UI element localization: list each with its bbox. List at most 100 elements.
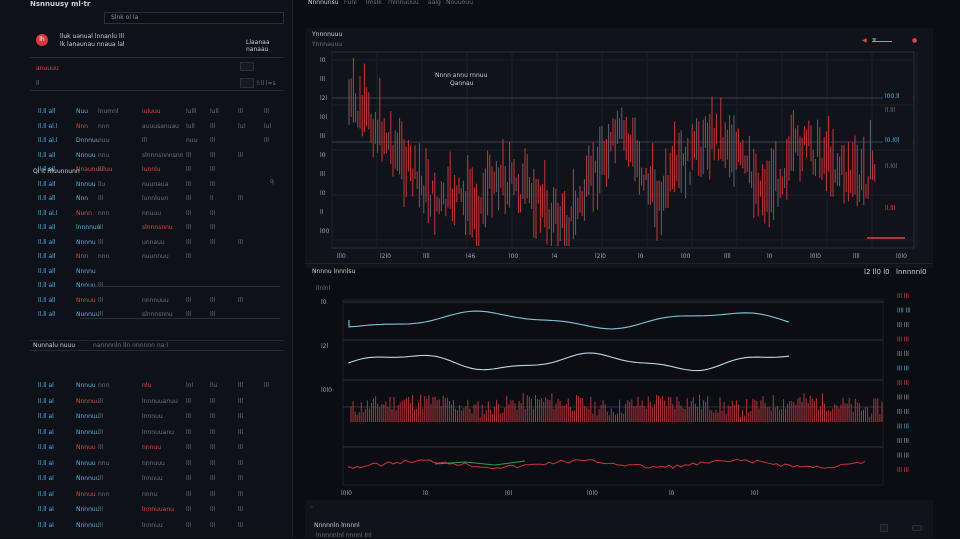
list-cell-d: nlu [142,382,152,389]
grid-view-button[interactable] [240,62,254,71]
level-label: ll.lll [885,205,896,212]
dropdown-icon[interactable]: ▼ [872,37,877,44]
filter-value: ll [36,80,40,87]
x-tick-label: l0 [638,253,644,260]
list-cell-g: lll [238,195,244,202]
list-row[interactable]: ll.ll al Nnnuu nnn nlu lnl llu lll lll [38,382,288,390]
list-cell-f: lll [210,397,216,405]
list-cell-a: ll.ll all [38,108,56,115]
top-tab[interactable]: l·unl [344,0,357,6]
indicator-x-tick: l0 [423,490,429,497]
list-cell-e: lll [186,428,192,436]
list-row[interactable]: ll.ll al Nnnuu nnn nnnu lll lll lll [38,491,288,499]
list-row[interactable]: ll.ll al.l Nunn nnn nnuuu lll lll [38,210,288,218]
bottom-icon[interactable]: ◦ [310,504,314,511]
record-icon[interactable]: ● [912,37,918,44]
price-chart[interactable]: Nnnn annu rnnuuQannaul0llll2ll0lllll0lll… [305,50,933,265]
indicator-right-value: lll lll [897,409,909,416]
list-row[interactable]: ll.ll all Nnnuu lll nnnnuuu lll lll lll [38,297,288,305]
x-tick-label: lll0 [337,253,346,260]
x-tick-label: l00 [681,253,690,260]
list-cell-b: Nnnnuu [76,413,100,420]
list-cell-a: ll.ll all [38,151,56,159]
search-input[interactable]: Slnk ol la [111,14,139,21]
top-tab[interactable]: Nnnnunsu [308,0,339,6]
x-tick-label: llll [853,253,860,260]
top-tab[interactable]: aalg [428,0,441,6]
level-label: ll.l0l [885,163,898,170]
list-cell-e: lnl [186,382,194,389]
x-tick-label: l2l0 [595,253,606,260]
list-row[interactable]: ll.ll al Nnnnuu lll lnnnuu lll lll lll [38,475,288,483]
monitor-icon[interactable] [240,78,254,88]
list-cell-b: Nnnuu [76,382,96,389]
list-cell-e: lll [186,166,192,173]
list-cell-e: lll [186,413,192,420]
list-cell-c: nnn [98,122,110,130]
level-tag [883,205,913,212]
list-row[interactable]: ll.ll all lnnnnuu lll slnnnsnnu lll lll [38,224,288,232]
expand-icon[interactable] [880,524,888,532]
list-cell-d: nuunaua [142,180,169,188]
list-cell-d: lnnnuuanuu [142,397,178,405]
indicator-x-tick: l0l [505,490,512,497]
list-row[interactable]: ll.ll al Nnnnuu lll lnnnuuanu lll lll lll [38,429,288,437]
list-cell-a: ll.ll al [38,506,54,513]
search-input-wrapper[interactable]: Slnk ol la [104,12,284,24]
list-cell-e: lll [186,224,192,231]
list-row[interactable]: ll.ll al Nnnnuu lll lnnnuuanu lll lll lll [38,506,288,514]
top-tab[interactable]: rnlnnuuuu [388,0,419,6]
list-row[interactable]: ll.ll all Nnaunuuluu lll lunnlu lll lll [38,166,288,174]
list-row[interactable]: ll.ll al Nnnnuu lll lnnnuuanuu lll lll lll [38,398,288,406]
list-row[interactable]: ll.ll al Nnnnuu lll lnnnuu lll lll lll [38,413,288,421]
list-cell-f: lll [210,209,216,217]
list-row[interactable]: ll.ll al.l Dnnnuu nuu lll nuu lll lll [38,137,288,145]
level-tag [883,93,913,100]
list-cell-f: lll [210,151,216,159]
list-cell-g: lll [238,459,244,467]
list-row[interactable]: ll.ll all Nnnnu [38,268,288,276]
y-tick-label: ll [320,209,324,216]
list-cell-e: nuu [186,137,198,144]
list-cell-d: lunnluun [142,195,169,202]
list-cell-c: lll [98,282,103,289]
x-tick-label: l2l0 [380,253,391,260]
list-row[interactable]: ll.ll all Nnnuu llu nuunaua lll lll [38,181,288,189]
settings-icon[interactable] [912,525,922,531]
top-tab[interactable]: Nouuouu [446,0,474,6]
list-cell-b: Dnnnuu [76,137,100,144]
list-cell-f: lll [210,238,216,246]
list-row[interactable]: ll.ll all Nnn nnn nuunnuu lll [38,253,288,261]
list-row[interactable]: ll.ll all Nuu lnumnl iuluuu lulll lull lll lll [38,108,288,116]
oscillator-line-2 [348,352,790,372]
list-row[interactable]: ll.ll al Nnnuu nnu nnnuuu lll lll lll [38,460,288,468]
list-cell-f: lll [210,180,216,188]
brand-logo-icon: lh [36,34,48,46]
list-row[interactable]: ll.ll all Nnn lll lunnluun lll ll lll [38,195,288,203]
list-cell-c: nuu [98,137,110,144]
section2-right: nannnnln lln nnnnnn na:l [93,342,169,349]
list-row[interactable]: ll.ll all Nunnuu lll slnnnsnnu lll lll [38,311,288,319]
section1-more[interactable]: q [270,178,274,185]
list-row[interactable]: ll.ll al Nnnuu lll nnnuu lll lll lll [38,444,288,452]
slider-track-2[interactable] [80,318,280,319]
list-cell-a: ll.ll all [38,296,56,304]
list-row[interactable]: ll.ll all Nnnnu lll unnauu lll lll lll [38,239,288,247]
list-row[interactable]: ll.ll all Nnnuu nnu slnnnsnnnsnn lll lll lll [38,152,288,160]
list-cell-e: lll [186,521,192,529]
list-cell-d: lunnlu [142,166,161,173]
list-cell-e: lll [186,490,192,498]
bottom-header: Nnnnnln lnnnnl [314,522,360,529]
top-tab[interactable]: lmslk [366,0,382,6]
list-row[interactable]: ll.ll al.l Nnn nnn auuusanuau lull lll lul lul [38,123,288,131]
collapse-icon[interactable]: ◀ [862,37,867,44]
list-cell-f: llu [210,382,218,389]
list-row[interactable]: ll.ll al Nnnnuu lll lnnnuu lll lll lll [38,522,288,530]
list-cell-c: nnu [98,459,110,467]
list-cell-a: ll.ll all [38,311,56,318]
list-cell-f: lll [210,459,216,467]
slider-track-1[interactable] [80,286,280,287]
list-cell-d: lnnnuu [142,521,163,529]
